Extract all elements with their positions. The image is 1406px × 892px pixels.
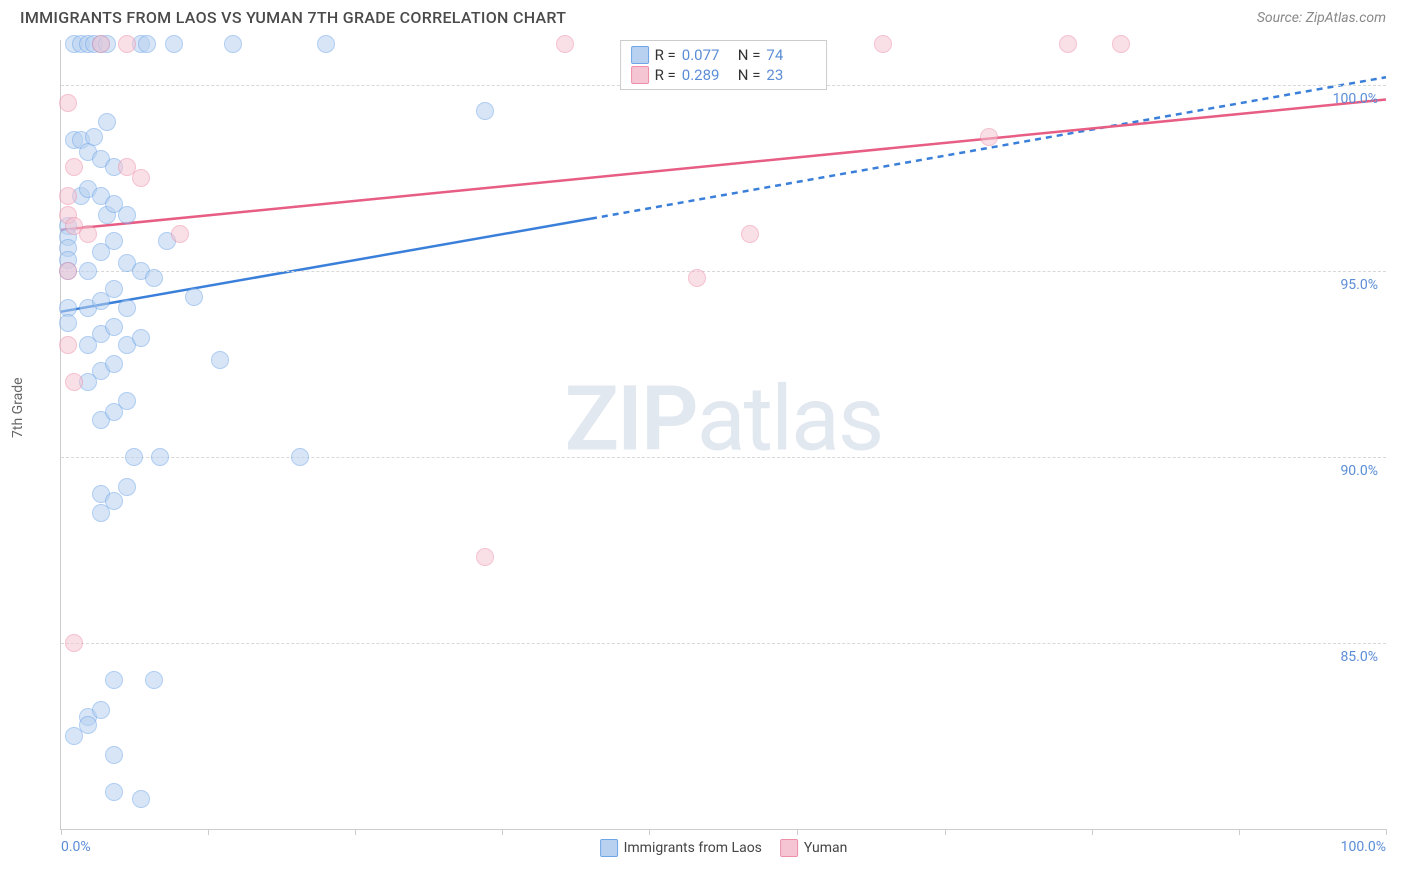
x-tick [1239,829,1240,835]
data-point [165,35,183,53]
r-label: R = [655,66,676,84]
x-tick-label: 100.0% [1341,839,1386,855]
data-point [65,158,83,176]
swatch-laos [631,46,649,64]
correlation-stats-legend: R = 0.077 N = 74 R = 0.289 N = 23 [620,40,828,90]
gridline [61,643,1386,644]
data-point [59,262,77,280]
data-point [59,336,77,354]
trendlines-layer [61,40,1386,829]
data-point [65,634,83,652]
data-point [105,318,123,336]
data-point [224,35,242,53]
y-tick-label: 90.0% [1340,463,1378,479]
data-point [105,783,123,801]
data-point [688,269,706,287]
data-point [79,225,97,243]
gridline [61,457,1386,458]
data-point [125,448,143,466]
x-tick [945,829,946,835]
x-tick [355,829,356,835]
data-point [118,206,136,224]
chart-plot-area: ZIPatlas R = 0.077 N = 74 R = 0.289 N = … [60,40,1386,830]
data-point [138,35,156,53]
n-value-yuman: 23 [766,66,816,84]
data-point [79,716,97,734]
legend-item-yuman: Yuman [780,839,847,857]
legend-label-laos: Immigrants from Laos [624,840,762,856]
watermark-bold: ZIP [565,366,697,471]
data-point [317,35,335,53]
x-tick [1092,829,1093,835]
r-value-laos: 0.077 [682,46,732,64]
data-point [1059,35,1077,53]
data-point [105,746,123,764]
data-point [980,128,998,146]
n-label: N = [738,46,761,64]
data-point [79,262,97,280]
data-point [132,329,150,347]
legend-item-laos: Immigrants from Laos [600,839,762,857]
x-tick [797,829,798,835]
n-label: N = [738,66,761,84]
data-point [741,225,759,243]
data-point [118,299,136,317]
x-tick [649,829,650,835]
data-point [105,280,123,298]
data-point [185,288,203,306]
legend-label-yuman: Yuman [804,840,847,856]
data-point [132,790,150,808]
data-point [105,355,123,373]
gridline [61,271,1386,272]
data-point [132,169,150,187]
data-point [118,478,136,496]
data-point [556,35,574,53]
series-legend: Immigrants from Laos Yuman [600,839,848,857]
data-point [59,94,77,112]
data-point [65,373,83,391]
swatch-yuman-icon [780,839,798,857]
data-point [145,269,163,287]
data-point [874,35,892,53]
swatch-laos-icon [600,839,618,857]
data-point [92,701,110,719]
watermark: ZIPatlas [565,366,883,471]
data-point [1112,35,1130,53]
n-value-laos: 74 [766,46,816,64]
data-point [59,187,77,205]
data-point [59,314,77,332]
data-point [92,35,110,53]
data-point [171,225,189,243]
data-point [145,671,163,689]
x-tick [61,829,62,835]
data-point [98,113,116,131]
data-point [291,448,309,466]
x-tick-label: 0.0% [61,839,91,855]
data-point [151,448,169,466]
r-value-yuman: 0.289 [682,66,732,84]
x-tick [1386,829,1387,835]
chart-title: IMMIGRANTS FROM LAOS VS YUMAN 7TH GRADE … [20,8,566,27]
source-label: Source: ZipAtlas.com [1257,10,1386,26]
data-point [118,35,136,53]
data-point [118,392,136,410]
x-tick [208,829,209,835]
y-tick-label: 95.0% [1340,277,1378,293]
data-point [476,548,494,566]
stats-row-yuman: R = 0.289 N = 23 [631,65,817,85]
data-point [211,351,229,369]
watermark-light: atlas [697,366,883,471]
stats-row-laos: R = 0.077 N = 74 [631,45,817,65]
data-point [105,671,123,689]
data-point [476,102,494,120]
x-tick [502,829,503,835]
data-point [105,232,123,250]
y-tick-label: 85.0% [1340,649,1378,665]
data-point [105,492,123,510]
r-label: R = [655,46,676,64]
swatch-yuman [631,66,649,84]
y-tick-label: 100.0% [1333,91,1378,107]
data-point [85,128,103,146]
y-axis-label: 7th Grade [10,377,26,438]
